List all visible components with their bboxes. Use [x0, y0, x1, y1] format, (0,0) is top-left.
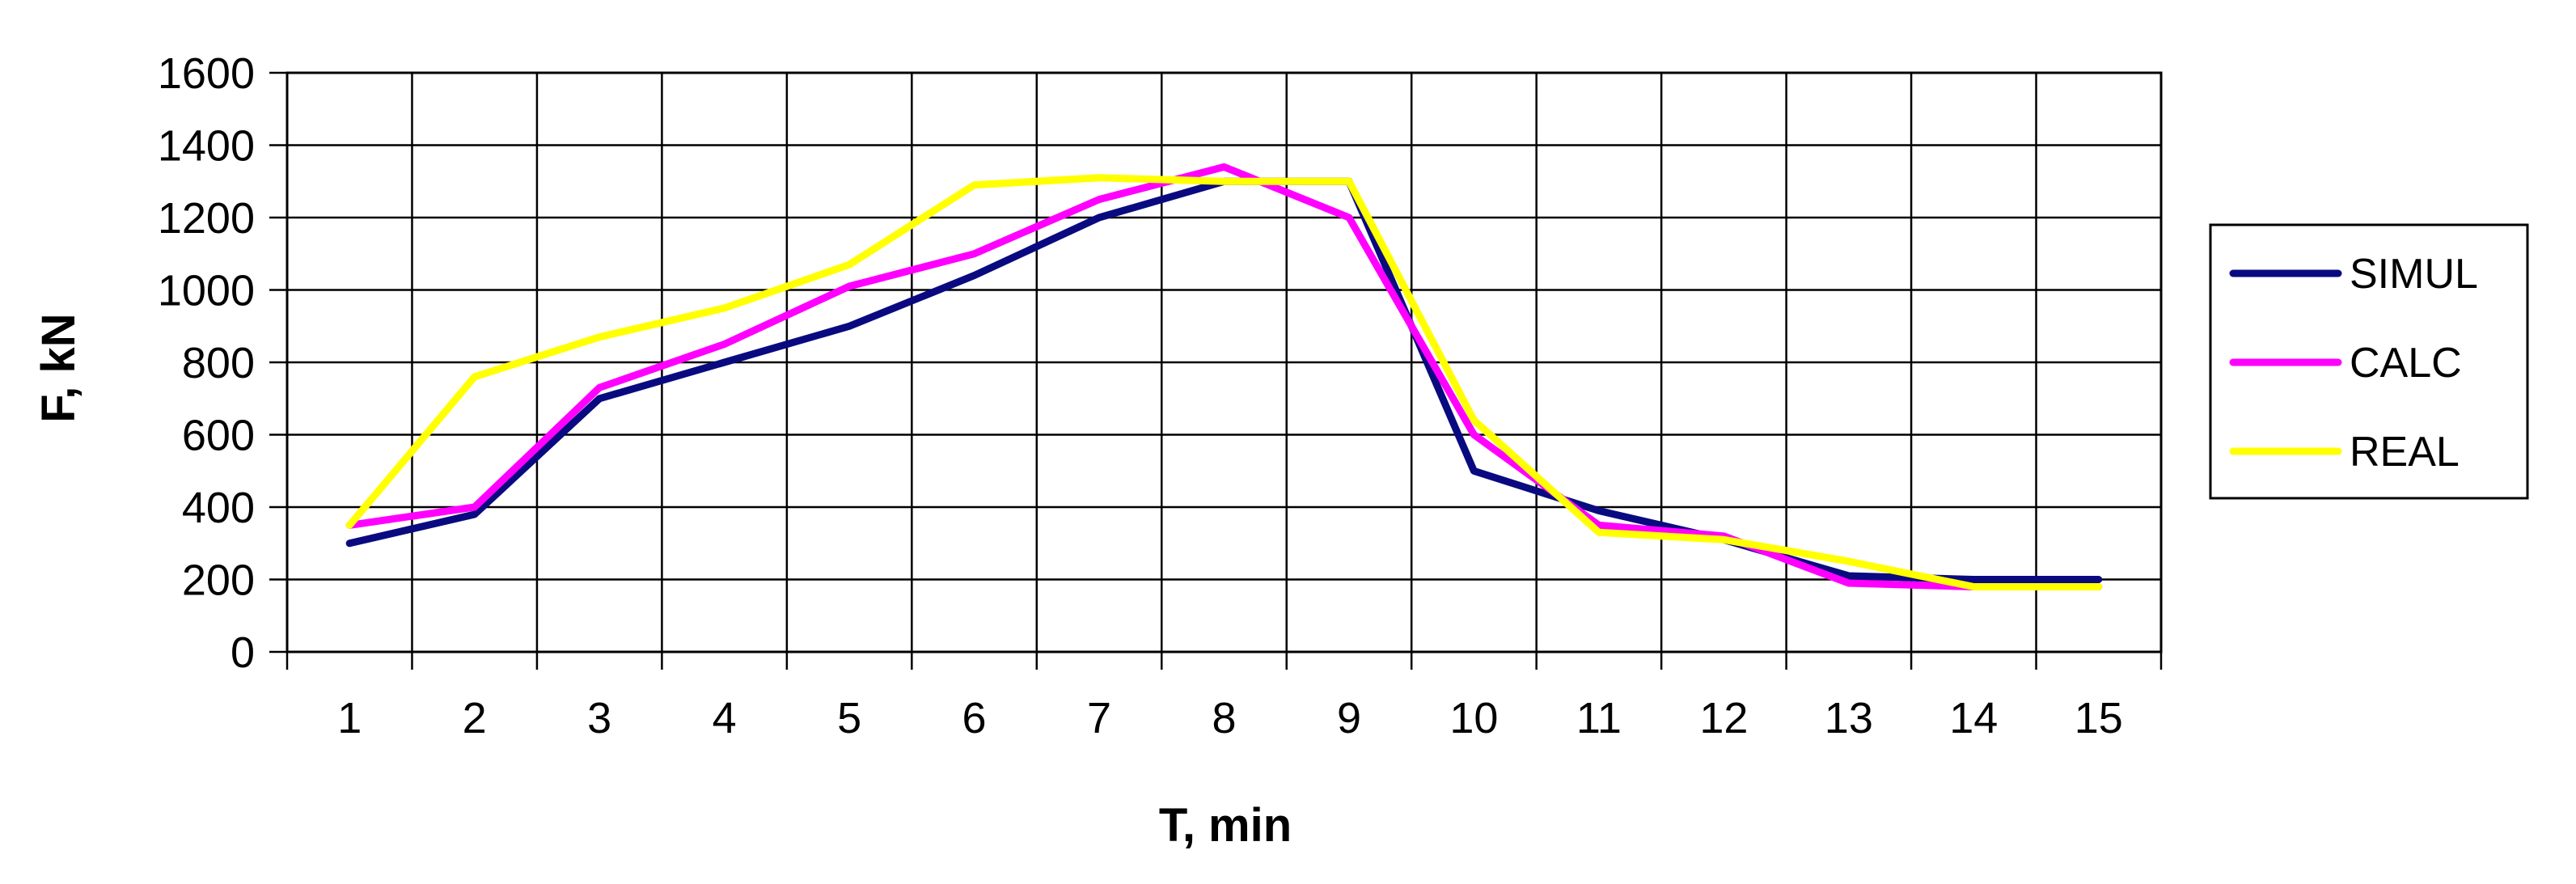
x-tick-label: 4	[713, 694, 737, 742]
x-tick-label: 13	[1825, 694, 1873, 742]
y-tick-label: 400	[182, 484, 255, 532]
legend: SIMUL CALC REAL	[2209, 223, 2529, 500]
x-tick-label: 6	[962, 694, 987, 742]
y-axis-title: F, kN	[32, 313, 85, 422]
y-tick-label: 1200	[158, 194, 255, 243]
y-tick-label: 800	[182, 339, 255, 387]
x-tick-label: 11	[1576, 694, 1622, 742]
x-tick-label: 3	[587, 694, 611, 742]
x-tick-label: 2	[463, 694, 487, 742]
series-line-real	[345, 174, 2103, 590]
legend-label-calc: CALC	[2350, 340, 2462, 387]
y-tick-label: 1600	[158, 49, 255, 98]
x-tick-label: 8	[1212, 694, 1236, 742]
x-axis-title: T, min	[1159, 799, 1292, 852]
y-tick-label: 1000	[158, 267, 255, 315]
y-tick-label: 600	[182, 412, 255, 460]
y-tick-label: 1400	[158, 122, 255, 171]
x-tick-label: 10	[1449, 694, 1498, 742]
x-axis-ticks: 1 2 3 4 5 6 7 8 9 10 11 12 13 14 15	[337, 694, 2123, 742]
grid	[269, 71, 2163, 670]
x-tick-label: 9	[1337, 694, 1361, 742]
x-tick-label: 14	[1949, 694, 1998, 742]
x-tick-label: 12	[1699, 694, 1748, 742]
y-axis-ticks: 0 200 400 600 800 1000 1200 1400 1600	[158, 49, 255, 677]
x-tick-label: 7	[1087, 694, 1111, 742]
series-line-calc	[345, 163, 2103, 590]
x-tick-label: 1	[337, 694, 362, 742]
x-tick-label: 15	[2075, 694, 2123, 742]
legend-label-real: REAL	[2350, 429, 2460, 476]
legend-label-simul: SIMUL	[2350, 251, 2478, 298]
y-tick-label: 0	[231, 628, 255, 677]
series-lines	[345, 163, 2103, 590]
plot-area-border	[286, 71, 2163, 653]
x-tick-label: 5	[837, 694, 861, 742]
y-tick-label: 200	[182, 556, 255, 605]
